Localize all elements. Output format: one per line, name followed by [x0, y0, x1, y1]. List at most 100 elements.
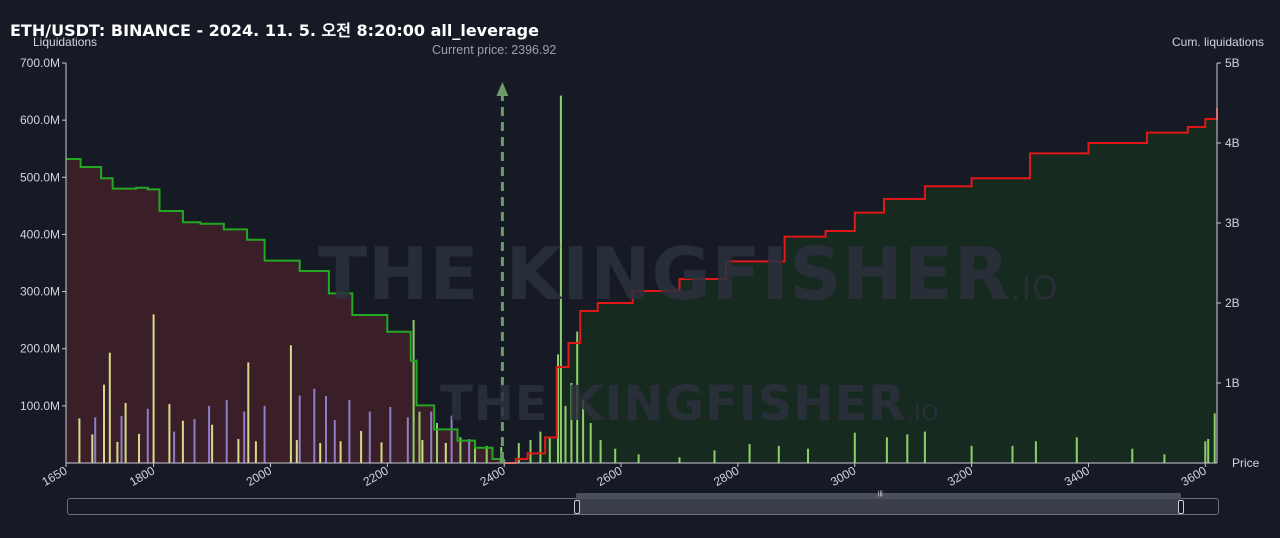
bar-purple: [325, 396, 327, 463]
x-tick-label: 1800: [127, 463, 157, 489]
cumulative-fills: [66, 107, 1217, 464]
bar-green: [1207, 439, 1210, 463]
x-tick-label: 1650: [39, 463, 69, 489]
short-liquidation-area: [66, 159, 502, 463]
bar-yellow: [237, 439, 240, 463]
x-tick-label: 3000: [828, 463, 858, 489]
bar-yellow: [247, 362, 250, 463]
bar-green: [1163, 454, 1166, 463]
bar-green: [548, 437, 551, 463]
bar-green: [807, 448, 809, 463]
bar-purple: [225, 400, 228, 463]
y-left-tick-label: 100.0M: [20, 399, 60, 413]
bar-green: [576, 331, 579, 463]
watermark-brand-small: THE KINGFISHER: [440, 376, 907, 432]
watermark-brand: THE KINGFISHER: [318, 232, 1011, 316]
liquidation-bars: [78, 95, 1216, 463]
bar-green: [906, 434, 909, 463]
grip-icon: |||: [878, 491, 883, 497]
current-price-marker: [496, 82, 509, 464]
bar-yellow: [380, 442, 383, 463]
y-left-tick-label: 600.0M: [20, 113, 60, 127]
x-tick-label: 3600: [1179, 463, 1209, 489]
current-price-dot: [499, 458, 506, 464]
bar-green: [853, 432, 856, 463]
bar-yellow: [211, 424, 214, 463]
bar-green: [637, 454, 640, 463]
y-right-tick-label: 1B: [1225, 376, 1240, 390]
bar-purple: [243, 411, 246, 463]
bar-green: [748, 444, 751, 463]
bar-green: [599, 440, 602, 463]
x-tick-label: 2400: [478, 463, 508, 489]
y-right-tick-label: 2B: [1225, 296, 1240, 310]
bar-yellow: [168, 404, 171, 463]
bar-yellow: [181, 420, 184, 463]
watermark-large: THE KINGFISHER.IO: [318, 232, 1059, 316]
range-navigator[interactable]: |||: [67, 491, 1219, 515]
axes: [62, 62, 1221, 467]
x-tick-label: 2800: [711, 463, 741, 489]
bar-green: [539, 431, 542, 463]
bar-yellow: [319, 443, 322, 463]
x-tick-label: 2000: [244, 463, 274, 489]
range-window-drag-bar[interactable]: |||: [576, 491, 1181, 499]
bar-yellow: [360, 431, 363, 463]
bar-purple: [298, 395, 301, 463]
bar-purple: [368, 411, 371, 463]
current-price-label: Current price: 2396.92: [432, 43, 557, 57]
y-axis-left-title: Liquidations: [33, 35, 98, 49]
x-tick-label: 3200: [945, 463, 975, 489]
bar-purple: [146, 408, 149, 463]
cum-long-line: [504, 107, 1218, 464]
bar-green: [589, 423, 592, 463]
bar-purple: [333, 420, 336, 463]
bar-yellow: [421, 440, 424, 463]
bar-green: [570, 383, 573, 463]
bar-green: [885, 437, 888, 463]
x-axis-title: Price: [1232, 456, 1260, 470]
bar-green: [564, 405, 567, 463]
bar-green: [777, 445, 780, 463]
bar-green: [970, 445, 973, 463]
arrow-up-icon: [496, 82, 509, 96]
y-right-tick-label: 5B: [1225, 56, 1240, 70]
bar-purple: [313, 388, 316, 463]
bar-yellow: [91, 434, 94, 463]
y-left-tick-label: 500.0M: [20, 170, 60, 184]
x-tick-label: 2200: [361, 463, 391, 489]
bar-yellow: [152, 314, 155, 463]
bar-green: [678, 457, 681, 463]
bar-purple: [208, 405, 211, 463]
y-left-tick-label: 300.0M: [20, 285, 60, 299]
range-handle-left[interactable]: [574, 500, 580, 514]
bar-green: [1034, 441, 1037, 463]
bar-green: [1131, 448, 1134, 463]
bar-green: [529, 440, 532, 463]
bar-green: [1213, 413, 1216, 463]
bar-yellow: [339, 441, 342, 463]
x-tick-label: 3400: [1062, 463, 1092, 489]
bar-purple: [468, 439, 471, 463]
y-axis-right-title: Cum. liquidations: [1172, 35, 1265, 49]
chart-title: ETH/USDT: BINANCE - 2024. 11. 5. 오전 8:20…: [10, 21, 539, 40]
bar-yellow: [108, 352, 111, 463]
bar-purple: [193, 419, 196, 463]
range-handle-right[interactable]: [1178, 500, 1184, 514]
bar-green: [1204, 441, 1207, 463]
bar-purple: [263, 405, 266, 463]
bar-yellow: [124, 403, 127, 463]
bar-green: [1075, 437, 1078, 463]
bar-yellow: [138, 433, 140, 463]
bar-purple: [348, 400, 351, 463]
bar-yellow: [103, 384, 105, 463]
cumulative-lines: [66, 107, 1218, 464]
bar-yellow: [254, 441, 257, 463]
bar-green: [412, 320, 415, 463]
range-window[interactable]: [576, 499, 1181, 514]
bar-purple: [173, 431, 176, 463]
bar-purple: [450, 415, 453, 463]
bar-green: [474, 440, 476, 463]
bar-yellow: [295, 440, 298, 463]
